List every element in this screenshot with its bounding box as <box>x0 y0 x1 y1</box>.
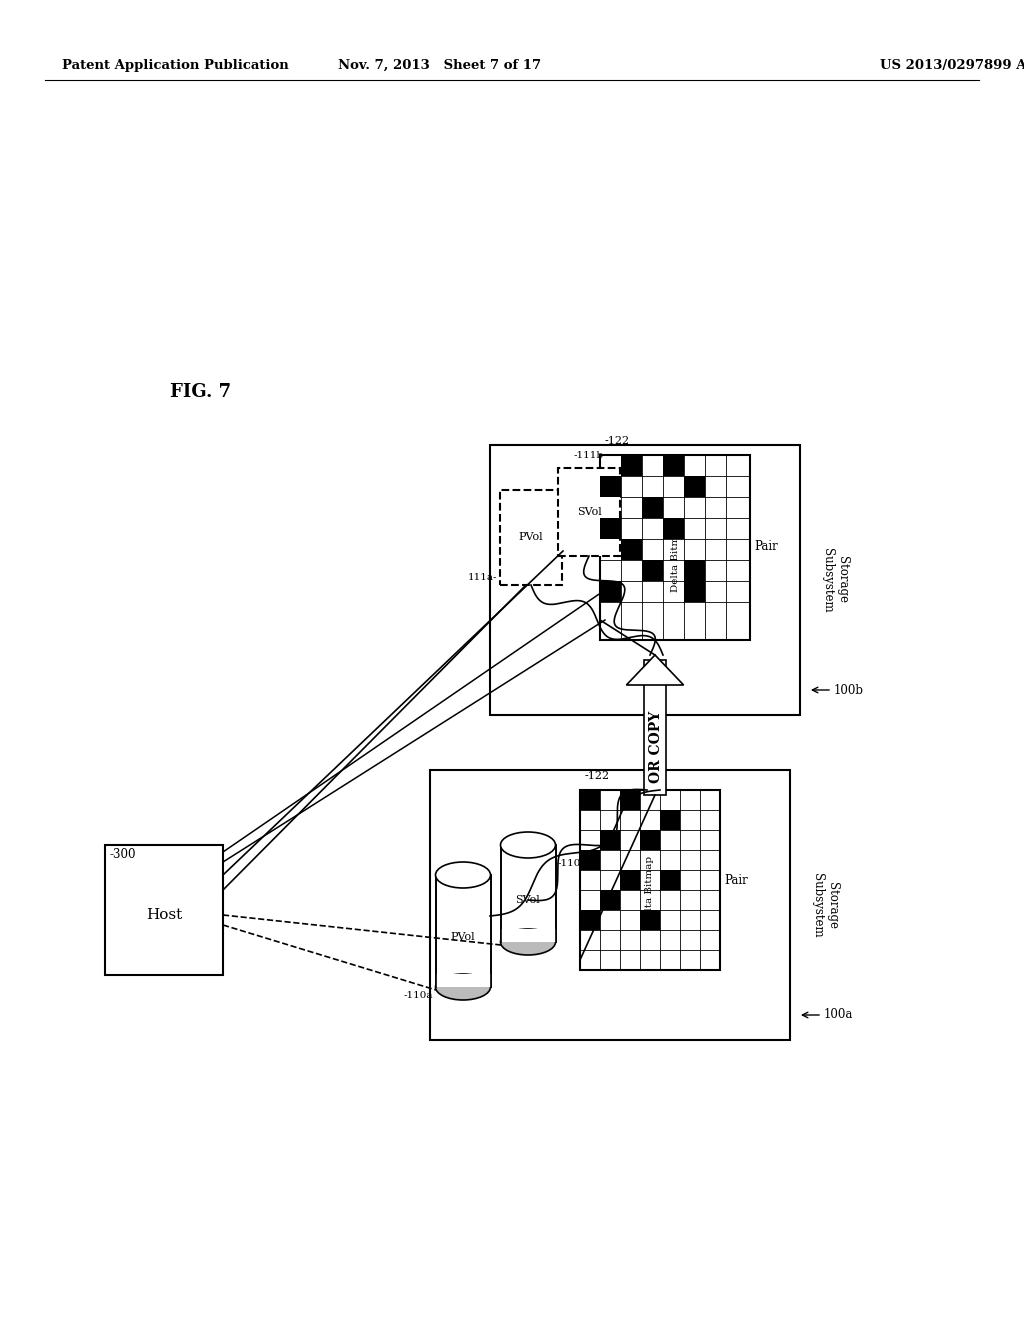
Text: Host: Host <box>145 908 182 921</box>
Bar <box>490 445 800 715</box>
Bar <box>580 850 600 870</box>
Text: 111a-: 111a- <box>468 573 497 582</box>
Text: Storage
Subsystem: Storage Subsystem <box>821 548 849 612</box>
Text: US 2013/0297899 A1: US 2013/0297899 A1 <box>880 58 1024 71</box>
Text: Patent Application Publication: Patent Application Publication <box>62 58 289 71</box>
Bar <box>640 830 660 850</box>
Bar <box>640 909 660 931</box>
Bar <box>501 929 555 942</box>
Text: PVol: PVol <box>519 532 544 543</box>
Bar <box>660 810 680 830</box>
Text: -300: -300 <box>110 849 136 862</box>
Bar <box>600 830 620 850</box>
Text: Delta Bitmap: Delta Bitmap <box>671 523 680 591</box>
Text: 100b: 100b <box>834 684 864 697</box>
Bar <box>435 974 490 987</box>
Bar <box>430 770 790 1040</box>
Bar <box>621 455 642 477</box>
Text: SVol: SVol <box>577 507 601 517</box>
Text: PVol: PVol <box>451 932 475 942</box>
Bar <box>600 890 620 909</box>
Bar <box>684 560 705 581</box>
Bar <box>642 560 663 581</box>
Text: Delta Bitmap: Delta Bitmap <box>645 855 654 924</box>
Text: Pair: Pair <box>754 540 778 553</box>
Bar <box>600 517 621 539</box>
Bar <box>558 469 620 556</box>
Bar <box>684 477 705 498</box>
Ellipse shape <box>501 832 555 858</box>
Bar <box>660 870 680 890</box>
Text: -122: -122 <box>585 771 610 781</box>
Ellipse shape <box>435 974 490 1001</box>
Bar <box>600 581 621 602</box>
Text: Storage
Subsystem: Storage Subsystem <box>811 873 839 937</box>
Text: FIG. 7: FIG. 7 <box>170 383 231 401</box>
Bar <box>580 909 600 931</box>
Bar <box>600 477 621 498</box>
Bar <box>620 870 640 890</box>
Bar <box>600 455 750 640</box>
Bar <box>684 581 705 602</box>
Bar <box>105 845 223 975</box>
Polygon shape <box>627 655 684 685</box>
Bar <box>501 858 555 954</box>
Bar <box>644 660 666 795</box>
Text: -111b: -111b <box>573 451 604 459</box>
Bar <box>663 517 684 539</box>
Bar <box>580 789 720 970</box>
Text: -110a: -110a <box>403 990 433 999</box>
Ellipse shape <box>435 862 490 888</box>
Text: -122: -122 <box>605 436 630 446</box>
Bar <box>621 539 642 560</box>
Text: SVol: SVol <box>516 895 541 906</box>
Bar <box>500 490 562 585</box>
Text: -110b: -110b <box>558 858 588 867</box>
Ellipse shape <box>501 929 555 954</box>
Bar <box>580 789 600 810</box>
Bar <box>435 888 490 1001</box>
Text: Pair: Pair <box>724 874 748 887</box>
Text: Nov. 7, 2013   Sheet 7 of 17: Nov. 7, 2013 Sheet 7 of 17 <box>339 58 542 71</box>
Bar <box>663 455 684 477</box>
Text: OR COPY: OR COPY <box>649 711 663 783</box>
Text: 100a: 100a <box>824 1008 853 1022</box>
Bar <box>620 789 640 810</box>
Bar <box>642 498 663 517</box>
